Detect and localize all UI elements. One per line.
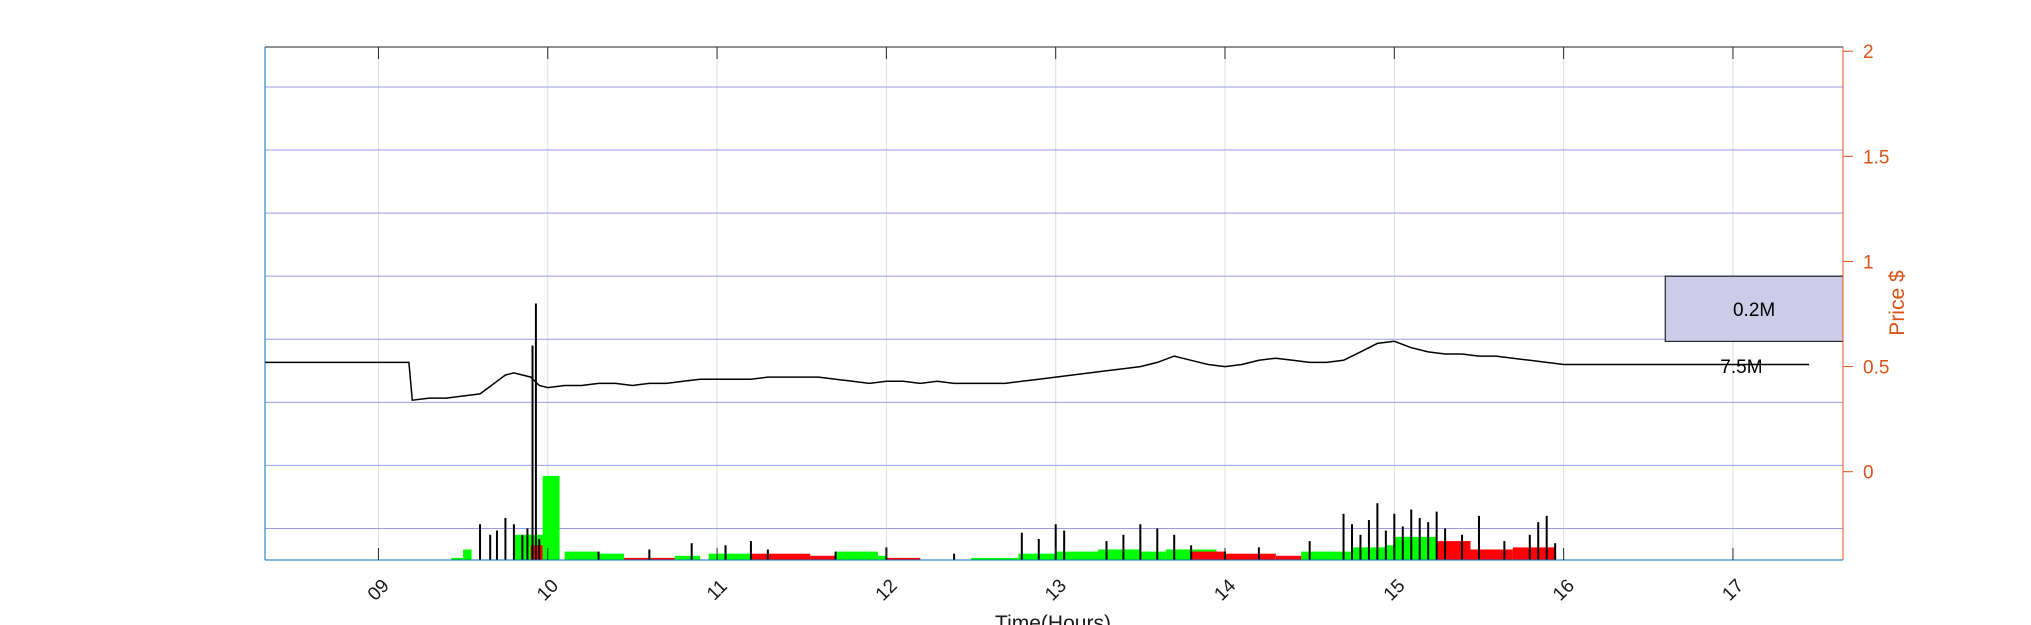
annotation-box [1664,275,1844,342]
sell-volume-bar [1470,549,1513,560]
buy-volume-bar [1394,536,1437,560]
volume-layer [451,303,1557,560]
buy-volume-bar [542,475,560,560]
y-axis-title: Price $ [1886,270,1909,336]
price-layer [265,340,1810,402]
y-tick-label: 1 [1863,252,1874,273]
buy-volume-bar [1140,551,1166,560]
sell-volume-bar [810,555,836,560]
x-tick-label: 17 [1718,575,1748,605]
x-tick-label: 15 [1380,575,1410,605]
sell-volume-bar [1225,553,1276,560]
x-tick-label: 10 [533,575,563,605]
sell-volume-bar [1191,551,1226,560]
buy-volume-bar [674,555,701,560]
plot-background [265,47,1843,560]
buy-volume-bar [564,551,599,560]
x-tick-label: 09 [364,575,394,605]
buy-volume-bar [1385,545,1395,560]
annotation-box-label: 0.2M [1733,300,1775,321]
buy-volume-bar [451,557,464,560]
sell-volume-bar [1275,555,1302,560]
x-tick-label: 11 [703,576,732,605]
x-axis-title: Time(Hours) [995,612,1111,625]
grid-layer [265,47,1843,560]
sell-volume-bar [886,557,921,560]
buy-volume-bar [1098,549,1141,560]
sell-volume-bar [1512,547,1556,560]
buy-volume-bar [835,551,878,560]
buy-volume-bar [463,549,472,560]
x-tick-label: 14 [1210,575,1240,605]
x-tick-label: 12 [872,575,902,605]
buy-volume-bar [598,553,624,560]
sell-volume-bar [750,553,811,560]
buy-volume-bar [1301,551,1352,560]
sell-volume-bar [1436,541,1471,560]
x-tick-label: 13 [1041,575,1071,605]
x-tick-label: 16 [1549,575,1579,605]
y-tick-label: 1.5 [1863,147,1889,168]
buy-volume-bar [708,553,751,560]
buy-volume-bar [877,555,887,560]
y-tick-label: 2 [1863,42,1874,63]
y-tick-label: 0.5 [1863,358,1889,379]
buy-volume-bar [1055,551,1099,560]
y-tick-label: 0 [1863,463,1874,484]
annotation-layer: 0.2M 7.5M [1664,275,1844,378]
buy-volume-bar [971,557,1019,560]
annotation-label-below: 7.5M [1720,357,1762,378]
buy-volume-bar [1018,553,1056,560]
price-line [265,340,1810,402]
